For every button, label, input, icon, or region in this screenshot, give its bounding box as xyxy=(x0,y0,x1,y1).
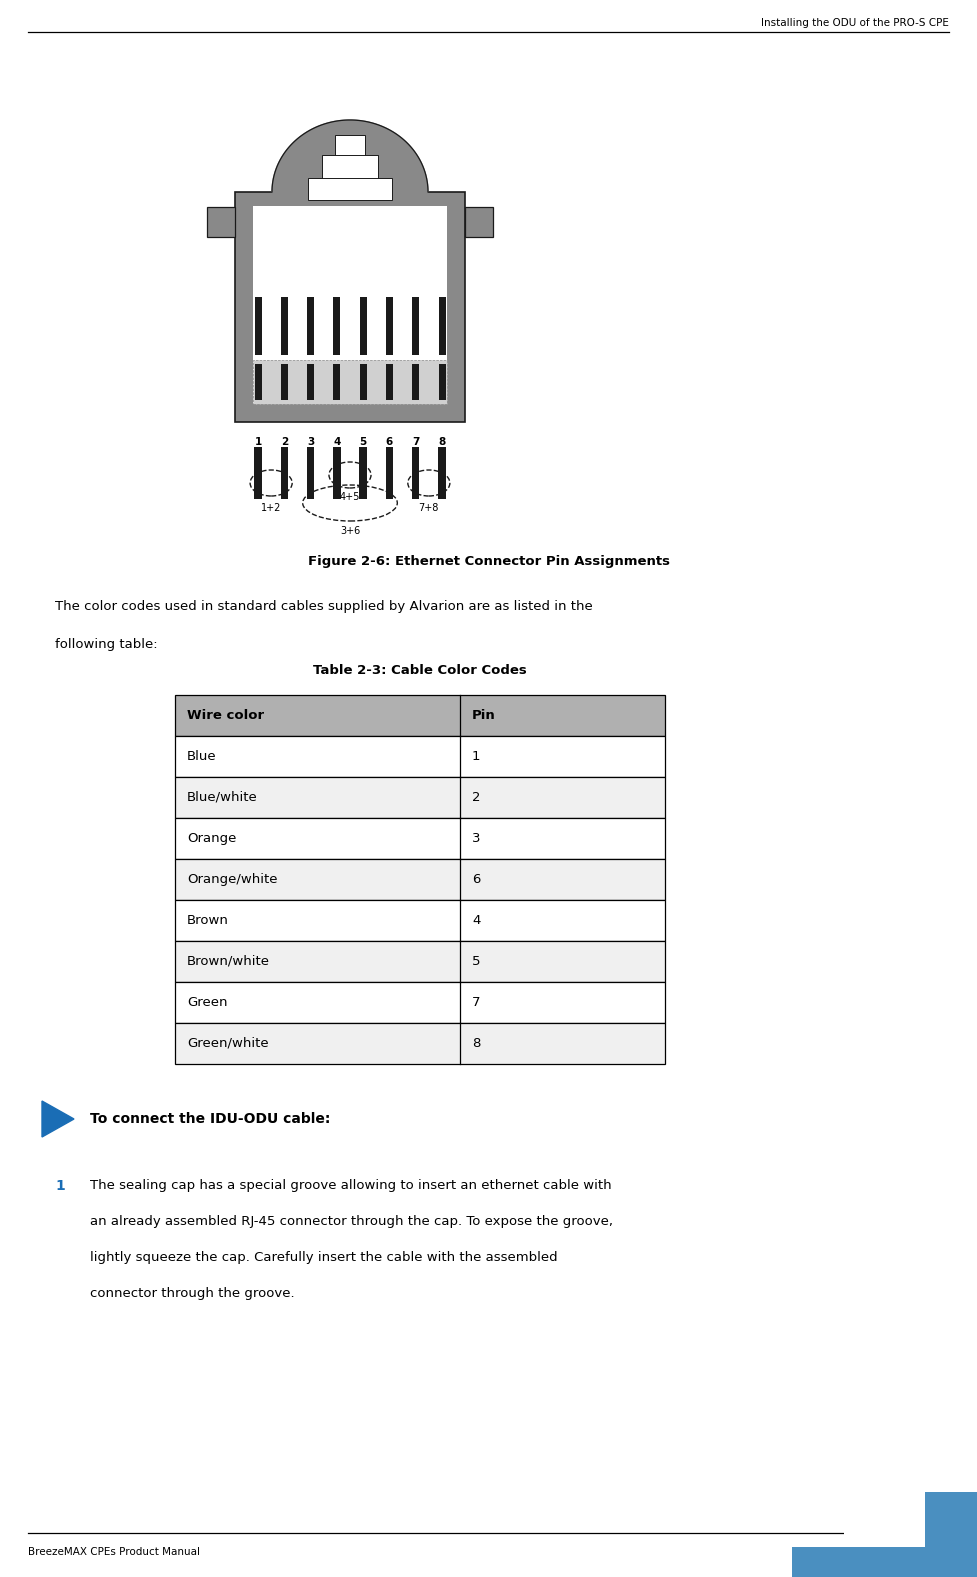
Text: Wire color: Wire color xyxy=(187,710,264,722)
Bar xyxy=(235,192,465,423)
Bar xyxy=(175,982,665,1023)
Text: 8: 8 xyxy=(472,1038,481,1050)
Text: lightly squeeze the cap. Carefully insert the cable with the assembled: lightly squeeze the cap. Carefully inser… xyxy=(90,1251,558,1265)
Text: 1: 1 xyxy=(55,1180,64,1192)
Bar xyxy=(792,1547,977,1577)
Text: The sealing cap has a special groove allowing to insert an ethernet cable with: The sealing cap has a special groove all… xyxy=(90,1180,612,1192)
Text: 7: 7 xyxy=(412,437,419,446)
Bar xyxy=(253,207,447,325)
Bar xyxy=(175,777,665,818)
Bar xyxy=(307,446,315,498)
Text: Table 2-3: Cable Color Codes: Table 2-3: Cable Color Codes xyxy=(313,664,527,677)
Bar xyxy=(925,1492,977,1577)
Bar xyxy=(280,446,288,498)
Bar xyxy=(307,298,314,344)
Text: Figure 2-6: Ethernet Connector Pin Assignments: Figure 2-6: Ethernet Connector Pin Assig… xyxy=(308,555,669,568)
Bar xyxy=(307,364,314,401)
Text: Brown: Brown xyxy=(187,915,229,927)
Bar xyxy=(175,859,665,900)
Bar xyxy=(280,364,288,401)
Bar xyxy=(333,298,340,336)
Bar xyxy=(333,328,340,355)
Text: 1: 1 xyxy=(472,751,481,763)
Polygon shape xyxy=(42,1101,74,1137)
Text: Blue/white: Blue/white xyxy=(187,792,258,804)
Bar xyxy=(360,446,367,498)
Bar xyxy=(175,818,665,859)
Text: Orange: Orange xyxy=(187,833,236,845)
Text: 5: 5 xyxy=(472,956,481,968)
Bar xyxy=(175,736,665,777)
Bar xyxy=(465,207,493,237)
Text: 3: 3 xyxy=(472,833,481,845)
Text: connector through the groove.: connector through the groove. xyxy=(90,1287,295,1299)
Text: Installing the ODU of the PRO-S CPE: Installing the ODU of the PRO-S CPE xyxy=(761,17,949,28)
Text: 1+2: 1+2 xyxy=(261,503,281,513)
Text: Green/white: Green/white xyxy=(187,1038,269,1050)
Text: 4: 4 xyxy=(472,915,481,927)
Bar xyxy=(253,325,447,360)
Text: 4: 4 xyxy=(333,437,341,446)
Text: 5: 5 xyxy=(360,437,366,446)
Text: 6: 6 xyxy=(472,874,481,886)
Text: 31: 31 xyxy=(867,1547,880,1556)
Bar xyxy=(360,298,366,344)
Bar xyxy=(175,900,665,941)
Text: 2: 2 xyxy=(472,792,481,804)
Text: 3: 3 xyxy=(307,437,315,446)
Bar xyxy=(254,298,262,344)
Polygon shape xyxy=(272,120,428,192)
Bar xyxy=(175,941,665,982)
Bar xyxy=(386,328,393,355)
Text: Pin: Pin xyxy=(472,710,495,722)
Bar xyxy=(360,364,366,401)
Bar xyxy=(412,298,419,344)
Bar xyxy=(412,446,419,498)
Text: 7: 7 xyxy=(472,997,481,1009)
Bar xyxy=(439,328,446,355)
Text: Green: Green xyxy=(187,997,228,1009)
Bar xyxy=(253,360,447,404)
Text: an already assembled RJ-45 connector through the cap. To expose the groove,: an already assembled RJ-45 connector thr… xyxy=(90,1214,613,1228)
Text: 1: 1 xyxy=(254,437,262,446)
Text: Blue: Blue xyxy=(187,751,217,763)
Bar xyxy=(333,364,340,401)
Bar xyxy=(439,446,446,498)
Text: 6: 6 xyxy=(386,437,393,446)
Text: Brown/white: Brown/white xyxy=(187,956,270,968)
Bar xyxy=(386,446,393,498)
Bar xyxy=(253,210,447,404)
Bar xyxy=(254,446,262,498)
Bar xyxy=(844,1492,925,1547)
Bar xyxy=(412,364,419,401)
Text: The color codes used in standard cables supplied by Alvarion are as listed in th: The color codes used in standard cables … xyxy=(55,599,593,613)
Bar xyxy=(175,695,665,736)
Bar xyxy=(207,207,235,237)
Bar xyxy=(254,364,262,401)
Text: To connect the IDU-ODU cable:: To connect the IDU-ODU cable: xyxy=(90,1112,330,1126)
Bar xyxy=(386,298,393,336)
Bar xyxy=(307,328,314,355)
Bar xyxy=(280,328,288,355)
Bar xyxy=(254,328,262,355)
Bar xyxy=(412,328,419,355)
Text: 8: 8 xyxy=(439,437,446,446)
Text: 7+8: 7+8 xyxy=(419,503,439,513)
Bar xyxy=(308,178,392,200)
Text: 2: 2 xyxy=(280,437,288,446)
Text: BreezeMAX CPEs Product Manual: BreezeMAX CPEs Product Manual xyxy=(28,1547,200,1556)
Text: 4+5: 4+5 xyxy=(340,492,361,501)
Bar xyxy=(386,364,393,401)
Bar xyxy=(175,1023,665,1064)
Bar xyxy=(360,328,366,355)
Text: Orange/white: Orange/white xyxy=(187,874,277,886)
Bar xyxy=(439,364,446,401)
Bar xyxy=(322,155,378,180)
Text: 3+6: 3+6 xyxy=(340,527,361,536)
Bar xyxy=(280,298,288,336)
Bar xyxy=(335,136,365,158)
Bar xyxy=(439,298,446,336)
Text: following table:: following table: xyxy=(55,639,157,651)
Bar xyxy=(333,446,341,498)
